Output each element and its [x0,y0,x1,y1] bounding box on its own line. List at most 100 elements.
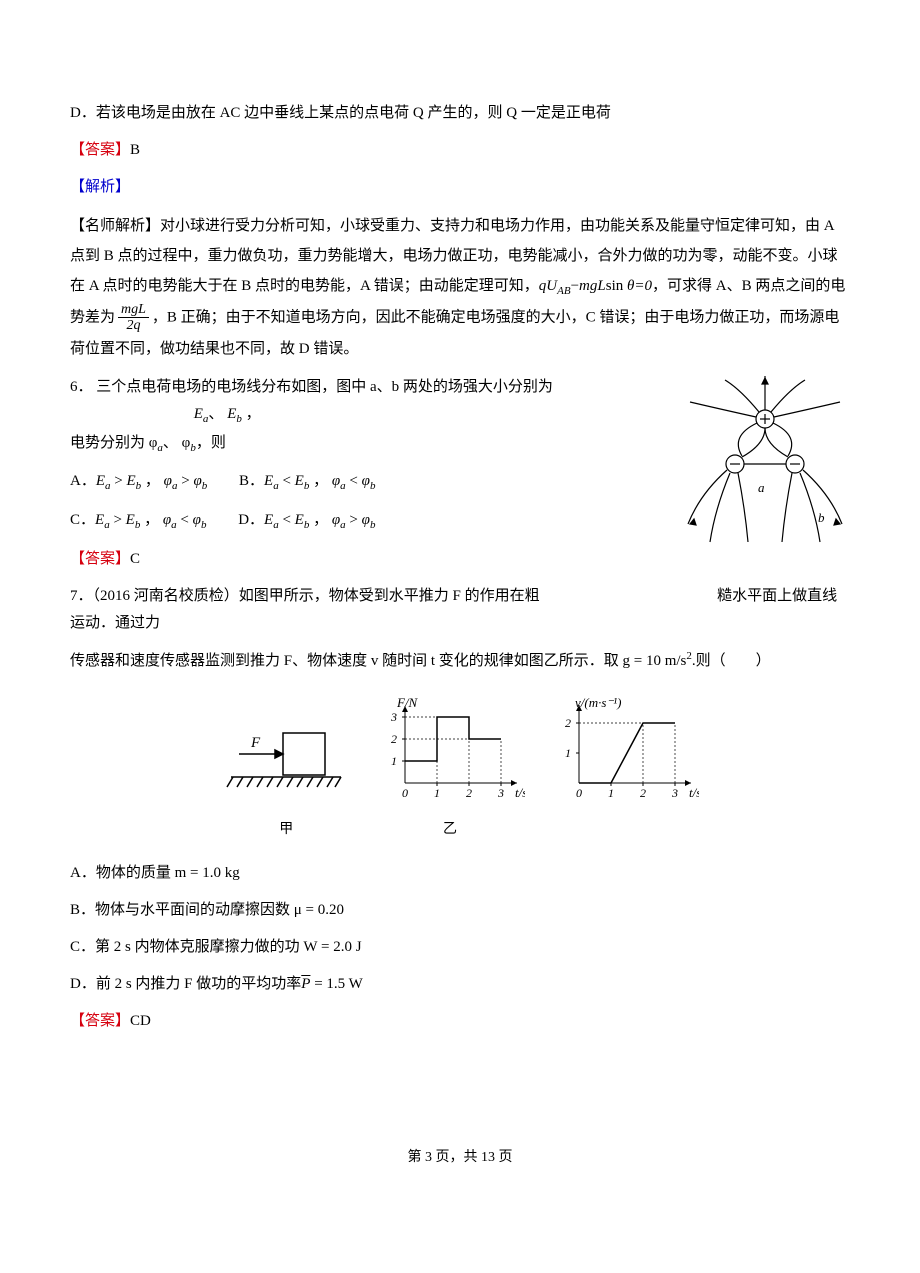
q6-a-label: A． [70,473,96,489]
svg-text:3: 3 [671,786,678,800]
q7-choice-a: A．物体的质量 m = 1.0 kg [70,860,850,887]
q6-choice-d: D．Ea < Eb ， φa > φb [238,507,375,536]
q7-c-text: C．第 2 s 内物体克服摩擦力做的功 W = 2.0 J [70,939,362,955]
q7-fig1: F 甲 [221,713,351,842]
q6d-ps2: b [370,519,376,531]
q6d-p2: φ [362,512,370,528]
q6-b-label: B． [239,473,264,489]
q6d-sep: ， [309,512,332,528]
q6b-e1: E [264,473,273,489]
q7-stem-2a: 传感器和速度传感器监测到推力 F、物体速度 v 随时间 t 变化的规律如图乙所示… [70,653,686,669]
q6b-ps2: b [370,480,376,492]
q6b-sep: ， [309,473,332,489]
q7-a-text: A．物体的质量 m = 1.0 kg [70,865,240,881]
analysis-text-3: ，B 正确；由于不知道电场方向，因此不能确定电场强度的大小，C 错误；由于电场力… [70,309,839,356]
q7-answer-label: 【答案】 [70,1013,130,1029]
footer-3: 页 [495,1150,513,1165]
svg-text:1: 1 [434,786,440,800]
answer-b-value: B [130,142,140,158]
svg-text:2: 2 [466,786,472,800]
svg-text:2: 2 [640,786,646,800]
q6d-e1: E [264,512,273,528]
svg-text:1: 1 [391,754,397,768]
option-d-text: D．若该电场是由放在 AC 边中垂线上某点的点电荷 Q 产生的，则 Q 一定是正… [70,105,611,121]
q6-c-label: C． [70,512,95,528]
answer-b-block: 【答案】B [70,137,850,164]
q7-choice-d: D．前 2 s 内推力 F 做功的平均功率P = 1.5 W [70,971,850,998]
svg-text:3: 3 [497,786,504,800]
q6-choices-row1: A．Ea > Eb ， φa > φb B．Ea < Eb ， φa < φb [70,468,650,497]
q6d-op1: < [279,512,295,528]
answer-label: 【答案】 [70,142,130,158]
analysis-fraction: mgL2q [118,302,149,334]
q7-stem-1: 7．（2016 河南名校质检）如图甲所示，物体受到水平推力 F 的作用在粗 糙水… [70,583,850,637]
q6c-op1: > [110,512,126,528]
q6d-op2: > [346,512,362,528]
q6-stem-1: 6． 三个点电荷电场的电场线分布如图，图中 a、b 两处的场强大小分别为 [70,379,553,395]
q6-stem-2: 电势分别为 φ [70,435,157,451]
svg-text:a: a [758,480,765,495]
analysis-qu: qU [539,278,557,294]
q6a-e2: E [126,473,135,489]
svg-text:b: b [818,510,825,525]
footer-page: 3 [425,1150,432,1165]
frac-den: 2q [118,318,149,333]
q6-stem-4: ，则 [196,435,226,451]
fig1-caption: 甲 [221,817,351,842]
q6c-e1: E [95,512,104,528]
q6b-op2: < [346,473,362,489]
q6-choice-c: C．Ea > Eb ， φa < φb [70,507,206,536]
analysis-sin: sin [606,278,624,294]
fig1-f-label: F [250,735,261,751]
svg-text:0: 0 [576,786,582,800]
q6c-sep: ， [140,512,163,528]
q6b-op1: < [279,473,295,489]
q6-ea: E [194,406,203,422]
q7-b-text: B．物体与水平面间的动摩擦因数 μ = 0.20 [70,902,344,918]
q6a-op2: > [177,473,193,489]
analysis-minus: − [571,278,579,294]
q7-answer: 【答案】CD [70,1008,850,1035]
svg-text:v/(m·s⁻¹): v/(m·s⁻¹) [575,695,622,710]
q7-choice-c: C．第 2 s 内物体克服摩擦力做的功 W = 2.0 J [70,934,850,961]
q6-stem: 6． 三个点电荷电场的电场线分布如图，图中 a、b 两处的场强大小分别为 Ea、… [70,374,650,459]
frac-num: mgL [118,302,149,318]
analysis-mgl: mgL [579,278,606,294]
fig2-caption: 乙 [375,817,525,842]
q6c-p1: φ [163,512,171,528]
q6a-p1: φ [164,473,172,489]
q6-dot1: 、 [208,406,223,422]
footer-2: 页，共 [432,1150,481,1165]
svg-text:3: 3 [390,710,397,724]
q6-choice-a: A．Ea > Eb ， φa > φb [70,468,207,497]
q7-d-text2: = 1.5 W [310,976,362,992]
q6-d-label: D． [238,512,264,528]
q7-stem-2b: .则（ ） [692,653,771,669]
svg-text:t/s: t/s [515,785,525,800]
q7-answer-value: CD [130,1013,151,1029]
svg-text:F/N: F/N [396,695,419,710]
q7-stem-1a: 7．（2016 河南名校质检）如图甲所示，物体受到水平推力 F 的作用在粗 [70,588,540,604]
analysis-ab: AB [557,285,570,297]
analysis-theta: θ=0 [627,278,652,294]
q6c-ps2: b [201,519,207,531]
q7-d-text1: D．前 2 s 内推力 F 做功的平均功率 [70,976,301,992]
q6-eb: E [227,406,236,422]
q6c-op2: < [177,512,193,528]
q7-stem-2: 传感器和速度传感器监测到推力 F、物体速度 v 随时间 t 变化的规律如图乙所示… [70,647,850,675]
svg-text:0: 0 [402,786,408,800]
q6d-e2: E [295,512,304,528]
q7-chart1: 1230123F/Nt/s 乙 [375,693,525,842]
q6-field-lines-figure: a b [680,374,850,544]
analysis-label: 【解析】 [70,179,130,195]
analysis-label-block: 【解析】 [70,174,850,201]
q6a-sep: ， [141,473,164,489]
svg-text:1: 1 [565,746,571,760]
q6a-p2: φ [193,473,201,489]
q6c-p2: φ [193,512,201,528]
q6-answer-label: 【答案】 [70,551,130,567]
q6-stem-3: 、 φ [163,435,190,451]
q6a-op1: > [111,473,127,489]
footer-total: 13 [481,1150,495,1165]
svg-text:2: 2 [565,716,571,730]
